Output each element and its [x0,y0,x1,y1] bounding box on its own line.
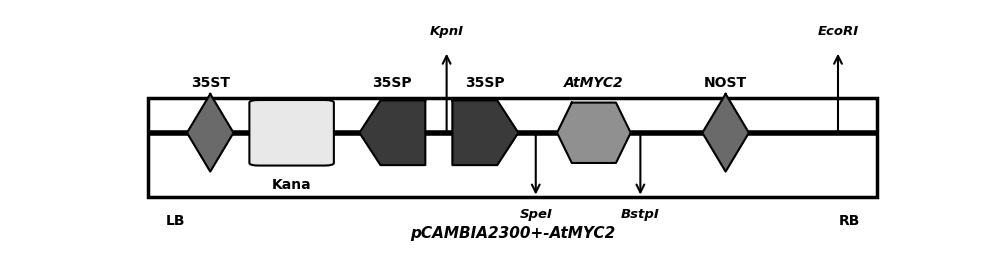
Text: BstpI: BstpI [621,208,660,221]
Text: RB: RB [839,214,860,228]
Polygon shape [452,101,518,165]
Text: EcoRI: EcoRI [817,25,859,38]
Text: LB: LB [166,214,185,228]
Text: 35ST: 35ST [191,76,230,90]
Bar [148,98,877,197]
Text: 35SP: 35SP [373,76,412,90]
Polygon shape [187,94,234,172]
Text: 35SP: 35SP [466,76,505,90]
Text: SpeI: SpeI [519,208,552,221]
Text: NOST: NOST [704,76,747,90]
Text: AtMYC2: AtMYC2 [564,76,624,90]
Polygon shape [702,94,749,172]
FancyBboxPatch shape [249,100,334,165]
Polygon shape [557,102,631,163]
Polygon shape [359,101,425,165]
Text: Kana: Kana [272,178,311,192]
Text: KpnI: KpnI [430,25,464,38]
Text: pCAMBIA2300+-AtMYC2: pCAMBIA2300+-AtMYC2 [410,226,615,241]
